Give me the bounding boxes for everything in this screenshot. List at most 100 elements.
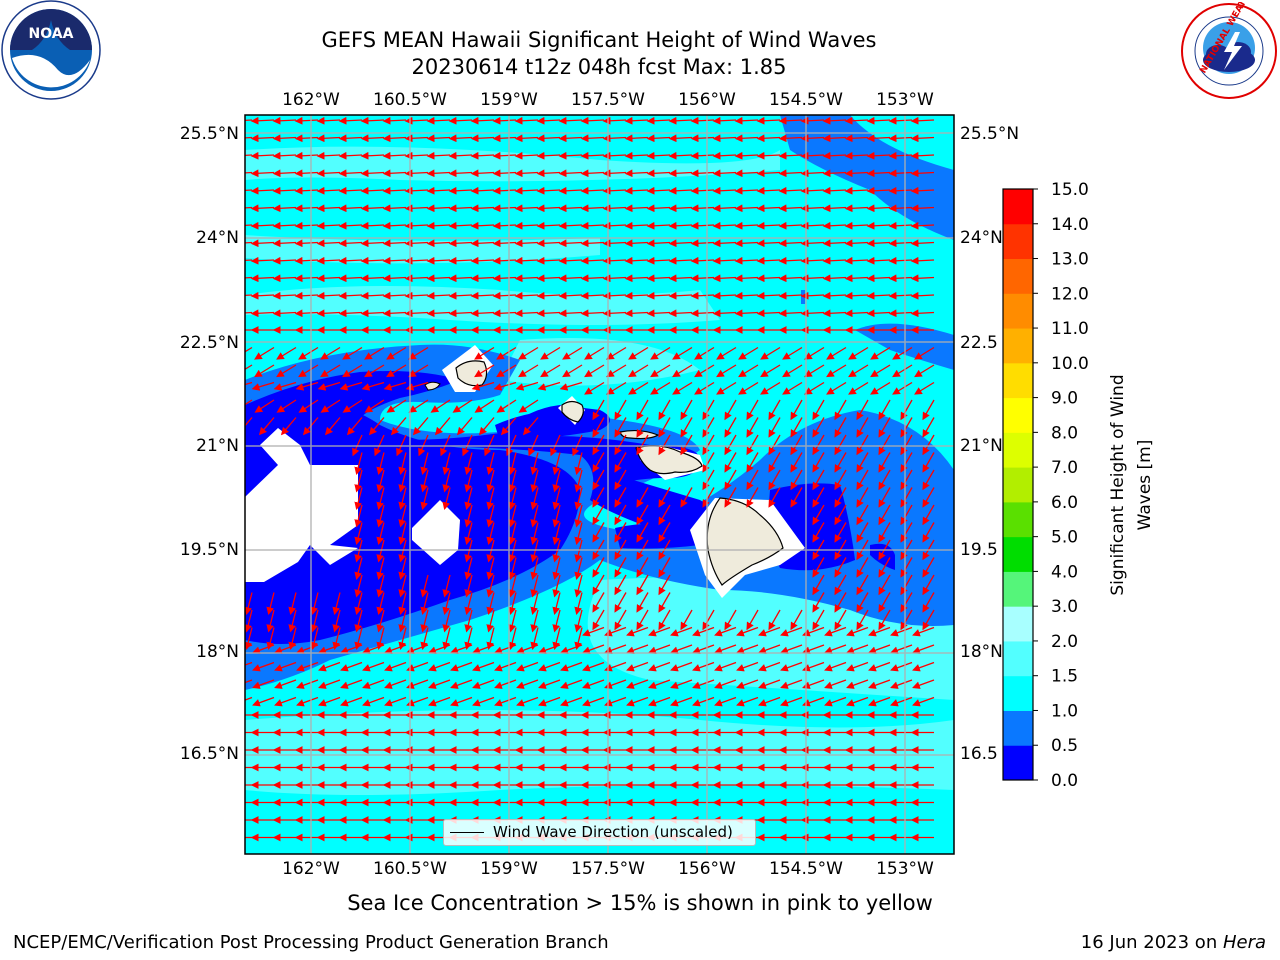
wave-direction-arrow bbox=[844, 274, 869, 283]
wave-direction-arrow bbox=[756, 239, 781, 248]
wave-direction-arrow bbox=[646, 239, 671, 248]
wave-direction-arrow bbox=[574, 487, 583, 511]
wave-direction-arrow bbox=[866, 309, 891, 318]
wave-direction-arrow bbox=[648, 696, 671, 707]
wave-direction-arrow bbox=[822, 256, 847, 265]
wave-direction-arrow bbox=[910, 134, 935, 143]
wave-direction-arrow bbox=[338, 291, 363, 300]
wave-direction-arrow bbox=[514, 309, 539, 318]
wave-direction-arrow bbox=[340, 696, 363, 707]
wave-direction-arrow bbox=[888, 239, 913, 248]
wave-direction-arrow bbox=[316, 116, 341, 125]
wave-direction-arrow bbox=[486, 574, 495, 598]
colorbar-tick-label: 8.0 bbox=[1051, 423, 1078, 443]
lat-label: 22.5°N bbox=[180, 333, 239, 353]
lon-label: 159°W bbox=[480, 90, 538, 110]
wave-direction-arrow bbox=[272, 151, 297, 160]
wave-field-medium bbox=[780, 115, 954, 240]
wave-direction-arrow bbox=[332, 627, 341, 651]
wave-direction-arrow bbox=[734, 151, 759, 160]
wave-direction-arrow bbox=[472, 644, 495, 654]
wave-direction-arrow bbox=[736, 644, 759, 654]
wave-direction-arrow bbox=[508, 592, 517, 616]
wave-direction-arrow bbox=[245, 609, 253, 633]
wave-direction-arrow bbox=[316, 221, 341, 230]
wave-direction-arrow bbox=[866, 204, 891, 213]
wave-direction-arrow bbox=[251, 381, 275, 391]
wave-direction-arrow bbox=[470, 221, 495, 230]
wave-direction-arrow bbox=[530, 574, 539, 598]
wave-direction-arrow bbox=[272, 116, 297, 125]
wave-direction-arrow bbox=[922, 487, 935, 508]
wave-direction-arrow bbox=[734, 221, 759, 230]
wave-direction-arrow bbox=[515, 381, 539, 391]
wave-direction-arrow bbox=[294, 274, 319, 283]
wave-direction-arrow bbox=[680, 417, 693, 438]
wave-direction-arrow bbox=[878, 557, 891, 578]
wave-direction-arrow bbox=[250, 309, 275, 318]
wave-direction-arrow bbox=[428, 679, 451, 689]
wave-direction-arrow bbox=[914, 381, 935, 395]
wave-direction-arrow bbox=[922, 522, 935, 543]
wave-direction-arrow bbox=[922, 592, 935, 613]
wave-direction-arrow bbox=[294, 204, 319, 213]
wave-direction-arrow bbox=[646, 134, 671, 143]
wave-direction-arrow bbox=[552, 557, 561, 581]
wave-direction-arrow bbox=[316, 134, 341, 143]
wave-direction-arrow bbox=[360, 204, 385, 213]
wave-direction-arrow bbox=[756, 151, 781, 160]
wave-direction-arrow bbox=[494, 644, 517, 654]
wave-direction-arrow bbox=[245, 661, 253, 666]
wave-direction-arrow bbox=[636, 592, 649, 613]
wave-direction-arrow bbox=[426, 256, 451, 265]
wave-direction-arrow bbox=[900, 487, 913, 508]
wave-direction-arrow bbox=[692, 696, 715, 707]
land-mask bbox=[245, 428, 358, 582]
wave-direction-arrow bbox=[398, 504, 407, 528]
wave-direction-arrow bbox=[316, 274, 341, 283]
wave-direction-arrow bbox=[914, 364, 935, 378]
wave-direction-arrow bbox=[342, 346, 363, 360]
wave-direction-arrow bbox=[672, 381, 693, 395]
wave-direction-arrow bbox=[382, 186, 407, 195]
wave-direction-arrow bbox=[690, 134, 715, 143]
colorbar-segment bbox=[1003, 536, 1033, 572]
wave-direction-arrow bbox=[276, 399, 297, 413]
footer-branch: NCEP/EMC/Verification Post Processing Pr… bbox=[13, 932, 609, 953]
bottom-longitude-labels: 162°W 160.5°W 159°W 157.5°W 156°W 154.5°… bbox=[282, 859, 934, 879]
wave-direction-arrow bbox=[464, 609, 473, 633]
wave-direction-arrow bbox=[552, 592, 561, 616]
wave-direction-arrow bbox=[360, 151, 385, 160]
wave-direction-arrow bbox=[294, 221, 319, 230]
wave-direction-arrow bbox=[398, 609, 407, 633]
wave-direction-arrow bbox=[780, 644, 803, 654]
wave-direction-arrow bbox=[888, 169, 913, 178]
wave-direction-arrow bbox=[890, 661, 913, 672]
wave-direction-arrow bbox=[646, 309, 671, 318]
wave-direction-arrow bbox=[636, 487, 649, 508]
wave-direction-arrow bbox=[846, 644, 869, 654]
wave-direction-arrow bbox=[692, 679, 715, 689]
wave-direction-arrow bbox=[716, 364, 737, 378]
wave-direction-arrow bbox=[614, 399, 627, 421]
wave-direction-arrow bbox=[514, 204, 539, 213]
wave-direction-arrow bbox=[668, 221, 693, 230]
wave-direction-arrow bbox=[592, 487, 605, 508]
wave-direction-arrow bbox=[692, 661, 715, 672]
wave-direction-arrow bbox=[354, 609, 363, 633]
wave-direction-arrow bbox=[658, 592, 671, 613]
wave-field-low bbox=[245, 400, 580, 644]
wave-direction-arrow bbox=[450, 679, 473, 689]
wave-direction-arrow bbox=[892, 381, 913, 395]
wave-direction-arrow bbox=[492, 151, 517, 160]
wave-direction-arrow bbox=[780, 626, 803, 637]
wave-direction-arrow bbox=[486, 452, 495, 476]
wave-direction-arrow bbox=[398, 557, 407, 581]
wave-direction-arrow bbox=[694, 346, 715, 360]
wave-direction-arrow bbox=[245, 206, 253, 209]
wave-direction-arrow bbox=[294, 134, 319, 143]
wave-direction-arrow bbox=[756, 309, 781, 318]
wave-direction-arrow bbox=[362, 661, 385, 672]
wave-direction-arrow bbox=[398, 522, 407, 546]
